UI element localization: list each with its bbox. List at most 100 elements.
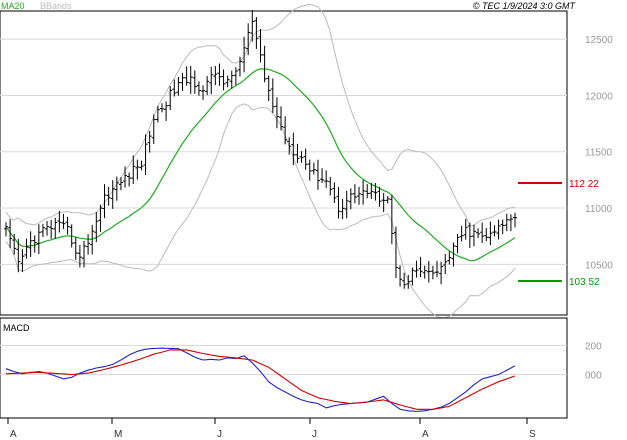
ohlc-bar (377, 186, 382, 207)
ohlc-bar (69, 224, 74, 248)
x-tick-label: S (529, 429, 536, 440)
ohlc-bar (188, 65, 193, 94)
ohlc-bar (287, 137, 292, 155)
ohlc-bar (463, 218, 468, 240)
price-y-tick-label: 11500 (585, 148, 613, 159)
ohlc-bar (315, 159, 320, 190)
x-tick-label: J (312, 429, 317, 440)
ohlc-bar (492, 225, 497, 237)
macd-panel-frame (0, 317, 568, 419)
ohlc-bar (402, 272, 407, 289)
ohlc-bar (94, 212, 99, 243)
ohlc-bar (348, 188, 353, 210)
ohlc-bar (176, 76, 181, 96)
ohlc-bar (283, 116, 288, 145)
ohlc-bar (61, 213, 66, 229)
ohlc-bar (410, 267, 415, 286)
macd-y-ticks: 200 000 (585, 342, 602, 382)
ohlc-bar (155, 105, 160, 123)
macd-lines (5, 347, 516, 413)
ohlc-bar (443, 253, 448, 275)
ma20-path (5, 68, 516, 262)
ohlc-bar (28, 231, 33, 257)
ohlc-bar (45, 221, 50, 236)
ohlc-bar (340, 198, 345, 220)
ohlc-bar (266, 75, 271, 102)
ohlc-bar (496, 219, 501, 240)
ohlc-bar (65, 216, 70, 235)
x-tick-label: J (217, 429, 222, 440)
macd-y-tick-label: 200 (585, 342, 602, 353)
support-label: 103 52 (569, 277, 600, 288)
ohlc-bar (365, 184, 370, 199)
ohlc-bar (242, 36, 247, 73)
ohlc-bar (311, 162, 316, 175)
ohlc-bar (307, 159, 312, 181)
ohlc-bar (36, 224, 41, 255)
ohlc-bar (233, 67, 238, 86)
ohlc-bar (418, 256, 423, 278)
ohlc-bar (110, 180, 115, 209)
ohlc-bar (484, 227, 489, 242)
ohlc-bar (381, 192, 386, 213)
ohlc-bar (447, 251, 452, 265)
ohlc-bar (270, 78, 275, 113)
macd-label: MACD (3, 323, 30, 333)
ohlc-bar (476, 228, 481, 239)
ohlc-bar (73, 237, 78, 260)
price-y-tick-label: 11000 (585, 204, 613, 215)
ohlc-bar (393, 226, 398, 279)
ohlc-bar (332, 182, 337, 203)
ohlc-bar (459, 225, 464, 242)
ohlc-bar (8, 219, 13, 248)
price-y-tick-label: 10500 (585, 260, 613, 271)
ohlc-bar (295, 143, 300, 164)
ohlc-bar (373, 182, 378, 201)
ohlc-bar (123, 166, 128, 188)
ohlc-bar (324, 170, 329, 188)
ohlc-bar (422, 265, 427, 279)
ohlc-bar (435, 260, 440, 278)
ohlc-bar (90, 224, 95, 255)
ohlc-bar (471, 224, 476, 247)
price-y-tick-label: 12500 (585, 35, 613, 46)
ohlc-bar (262, 45, 267, 83)
ohlc-bar (102, 184, 107, 219)
ohlc-bar (143, 134, 148, 176)
ohlc-bar (135, 159, 140, 180)
ohlc-bar (480, 222, 485, 243)
x-tick-label: A (422, 429, 429, 440)
ohlc-bar (455, 234, 460, 254)
ohlc-bar (237, 56, 242, 77)
ohlc-bar (274, 97, 279, 129)
ohlc-bar (369, 183, 374, 199)
ohlc-bar (20, 249, 25, 272)
ohlc-bar (225, 75, 230, 88)
ohlc-bar (114, 176, 119, 201)
x-tick-label: A (10, 429, 17, 440)
ohlc-bar (98, 204, 103, 232)
ohlc-bar (299, 151, 304, 163)
ohlc-bar (303, 148, 308, 170)
ohlc-bars (4, 10, 517, 289)
ohlc-bar (16, 238, 21, 273)
ohlc-bar (147, 130, 152, 153)
price-panel-frame (0, 10, 568, 316)
ohlc-bar (361, 179, 366, 205)
ohlc-bar (4, 222, 8, 237)
ohlc-bar (344, 190, 349, 219)
ohlc-bar (172, 79, 177, 97)
ohlc-bar (398, 265, 403, 287)
ohlc-bar (164, 101, 169, 121)
ohlc-bar (385, 196, 390, 204)
ohlc-bar (406, 274, 411, 289)
ohlc-bar (357, 186, 362, 205)
ohlc-bar (81, 240, 86, 268)
legend-bbands: BBands (40, 1, 72, 11)
ohlc-bar (508, 214, 513, 232)
ohlc-bar (77, 245, 82, 268)
price-grid (0, 38, 567, 265)
ohlc-bar (32, 235, 37, 253)
ohlc-bar (118, 177, 123, 191)
